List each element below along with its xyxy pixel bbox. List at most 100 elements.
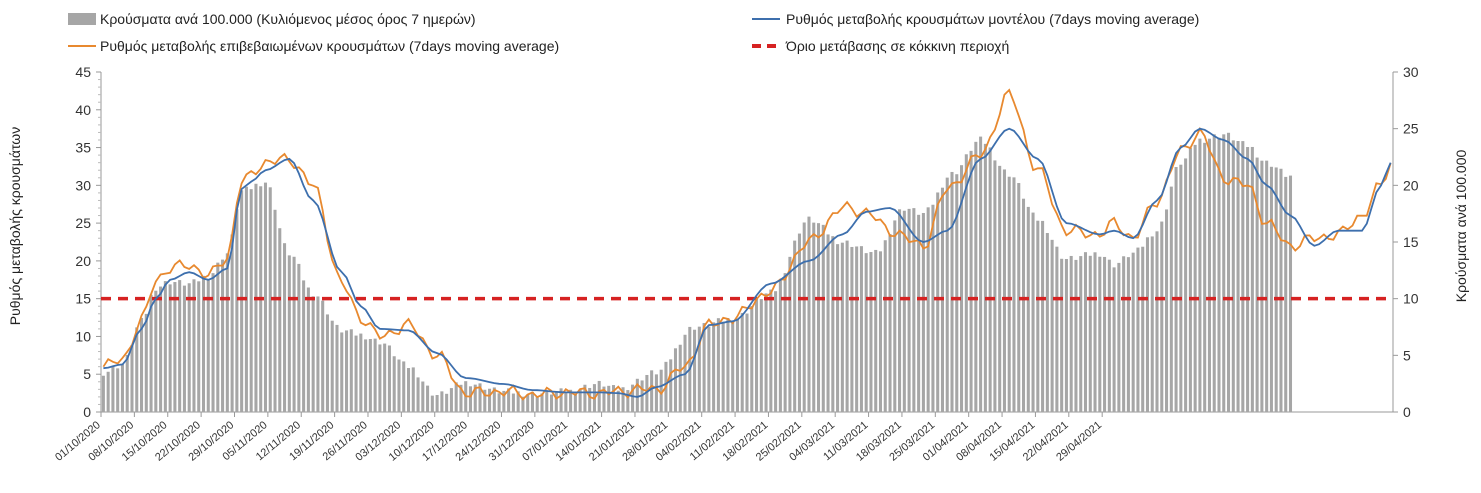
bar: [869, 252, 873, 412]
bar: [1141, 246, 1145, 412]
bar: [182, 285, 186, 412]
bar: [1098, 256, 1102, 412]
bar: [149, 294, 153, 412]
bar: [225, 253, 229, 412]
y-left-tick-label: 10: [75, 328, 91, 344]
bar: [964, 154, 968, 412]
bar: [912, 208, 916, 412]
bar: [678, 344, 682, 412]
bar: [855, 246, 859, 412]
bar: [759, 299, 763, 412]
bar: [1126, 257, 1130, 412]
bar: [454, 382, 458, 412]
bar: [1174, 167, 1178, 412]
bar: [931, 204, 935, 412]
bar: [769, 289, 773, 412]
bar: [807, 216, 811, 412]
bar: [564, 392, 568, 412]
bar: [249, 189, 253, 412]
bar: [955, 174, 959, 412]
bar: [397, 359, 401, 412]
bar: [1093, 252, 1097, 412]
bar: [902, 210, 906, 412]
bar: [840, 242, 844, 412]
bar: [893, 220, 897, 412]
bar: [917, 214, 921, 412]
bar: [1036, 220, 1040, 412]
legend-label-threshold: Όριο μετάβασης σε κόκκινη περιοχή: [785, 38, 1009, 54]
bar: [950, 171, 954, 412]
bar: [712, 322, 716, 412]
bar: [750, 306, 754, 412]
bar: [735, 318, 739, 412]
bar: [673, 348, 678, 412]
bar: [878, 251, 883, 412]
bar: [325, 314, 329, 412]
bar: [611, 385, 616, 412]
bar: [1198, 138, 1202, 412]
bar: [263, 182, 268, 412]
bar: [383, 343, 387, 412]
bar: [402, 361, 406, 412]
y-right-tick-label: 20: [1403, 177, 1419, 193]
bar: [1226, 132, 1231, 413]
bar: [874, 249, 878, 412]
legend-label-model: Ρυθμός μεταβολής κρουσμάτων μοντέλου (7d…: [786, 11, 1199, 27]
bar: [201, 275, 206, 412]
bar: [330, 320, 334, 412]
bar: [287, 255, 291, 412]
bar: [335, 324, 339, 412]
bar: [774, 291, 778, 412]
bar: [821, 224, 825, 412]
bar: [1050, 239, 1054, 412]
bar: [1017, 183, 1021, 412]
bar: [116, 368, 120, 412]
y-left-tick-label: 35: [75, 140, 91, 156]
y-left-tick-label: 15: [75, 291, 91, 307]
bar: [659, 369, 663, 412]
y-left-tick-label: 45: [75, 64, 91, 80]
bar: [797, 233, 801, 412]
bar: [1231, 140, 1235, 412]
bar: [349, 329, 353, 412]
bar: [602, 386, 606, 412]
line-series-model: [103, 127, 1392, 398]
bar: [540, 393, 544, 412]
bar: [988, 147, 992, 412]
bar: [1103, 256, 1107, 412]
bar: [1222, 134, 1226, 413]
bar: [1117, 262, 1121, 412]
bar: [945, 177, 949, 412]
y-right-tick-label: 5: [1403, 347, 1411, 363]
bar: [969, 150, 973, 413]
bar: [197, 281, 201, 412]
bar: [697, 326, 701, 412]
bar: [898, 209, 902, 412]
y-left-tick-label: 5: [83, 366, 91, 382]
bar: [421, 381, 425, 412]
bar: [993, 160, 997, 412]
bar: [125, 354, 129, 412]
bar: [373, 338, 377, 412]
bar: [168, 284, 172, 412]
bar: [1274, 167, 1278, 412]
bar: [764, 293, 768, 412]
bar: [435, 395, 439, 412]
bar: [492, 387, 496, 412]
bar: [693, 329, 697, 412]
bar: [1165, 209, 1169, 412]
bar: [1236, 140, 1240, 413]
bar: [468, 386, 473, 412]
bar: [1083, 252, 1088, 412]
bar: [1112, 267, 1116, 412]
bar: [106, 371, 110, 412]
bar: [268, 187, 272, 412]
bar: [864, 253, 868, 412]
bar: [788, 256, 792, 412]
bar: [645, 374, 649, 412]
bar: [1136, 247, 1140, 412]
bar: [440, 391, 444, 412]
bar: [836, 244, 840, 412]
bar: [230, 234, 234, 412]
bar: [430, 395, 434, 412]
